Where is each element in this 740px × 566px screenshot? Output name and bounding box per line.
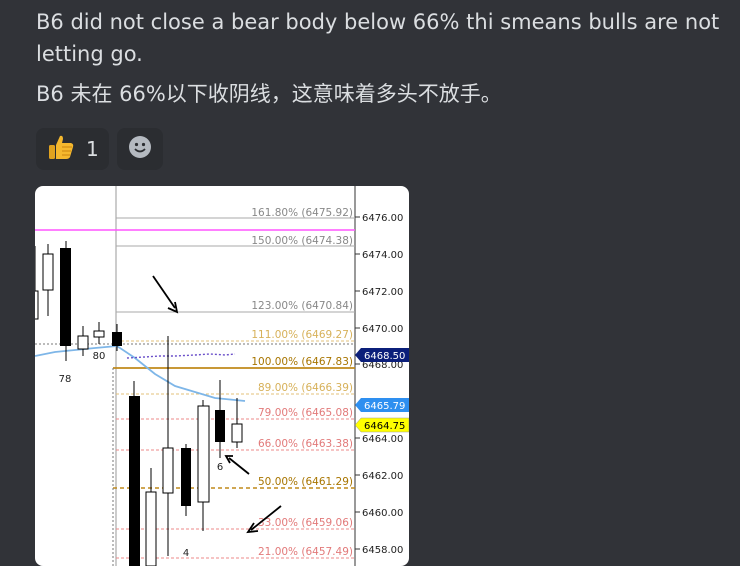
- price-tick: 6468.00: [362, 360, 403, 371]
- reaction-bar: 1: [36, 128, 163, 170]
- message-content: B6 did not close a bear body below 66% t…: [36, 6, 736, 110]
- fib-labels: 161.80% (6475.92) 150.00% (6474.38) 123.…: [251, 207, 353, 558]
- ma-line-purple: [126, 353, 236, 359]
- fib-label: 161.80% (6475.92): [251, 207, 353, 219]
- fib-label: 79.00% (6465.08): [258, 407, 353, 419]
- bar-label: 4: [183, 548, 189, 559]
- price-tick: 6476.00: [362, 213, 403, 224]
- selection-box: [35, 343, 355, 566]
- bar-label: 80: [93, 351, 106, 362]
- message-text-chinese: B6 未在 66%以下收阴线，这意味着多头不放手。: [36, 82, 502, 106]
- reaction-thumbs-up[interactable]: 1: [36, 128, 109, 170]
- message-text-english: B6 did not close a bear body below 66% t…: [36, 10, 720, 66]
- fib-label: 89.00% (6466.39): [258, 382, 353, 394]
- arrow-icon: [152, 275, 179, 314]
- price-tick: 6474.00: [362, 250, 403, 261]
- price-axis: 6476.00 6474.00 6472.00 6470.00 6468.00 …: [355, 213, 403, 556]
- fib-label: 150.00% (6474.38): [251, 235, 353, 247]
- price-tick: 6460.00: [362, 508, 403, 519]
- fib-label: 21.00% (6457.49): [258, 546, 353, 558]
- fib-label: 111.00% (6469.27): [251, 329, 353, 341]
- fib-label: 123.00% (6470.84): [251, 300, 353, 312]
- price-tick: 6472.00: [362, 287, 403, 298]
- price-tick: 6470.00: [362, 324, 403, 335]
- price-tag-ma: 6465.79: [355, 398, 409, 412]
- chart-image-attachment[interactable]: 161.80% (6475.92) 150.00% (6474.38) 123.…: [35, 186, 409, 566]
- price-tick: 6464.00: [362, 434, 403, 445]
- add-reaction-button[interactable]: [116, 128, 163, 170]
- price-tick: 6458.00: [362, 545, 403, 556]
- smiley-icon: [127, 134, 153, 164]
- svg-text:6465.79: 6465.79: [364, 401, 405, 412]
- price-tick: 6462.00: [362, 471, 403, 482]
- fib-label: 50.00% (6461.29): [258, 476, 353, 488]
- price-tag-last: 6468.50: [355, 348, 409, 362]
- fib-lines: [113, 217, 355, 559]
- thumbs-up-icon: [46, 132, 76, 166]
- arrow-icon: [224, 455, 250, 475]
- svg-text:6468.50: 6468.50: [364, 351, 405, 362]
- chart-svg: 161.80% (6475.92) 150.00% (6474.38) 123.…: [35, 186, 409, 566]
- ma-line-blue: [35, 345, 246, 402]
- bar-label: 6: [217, 462, 223, 473]
- reaction-count: 1: [86, 137, 99, 161]
- candlesticks: [35, 241, 243, 566]
- fib-label: 33.00% (6459.06): [258, 517, 353, 529]
- price-tag-current: 6464.75: [354, 417, 409, 433]
- fib-label: 100.00% (6467.83): [251, 356, 353, 368]
- arrow-icon: [246, 505, 282, 534]
- fib-label: 66.00% (6463.38): [258, 438, 353, 450]
- svg-text:6464.75: 6464.75: [364, 421, 405, 432]
- bar-label: 78: [59, 374, 72, 385]
